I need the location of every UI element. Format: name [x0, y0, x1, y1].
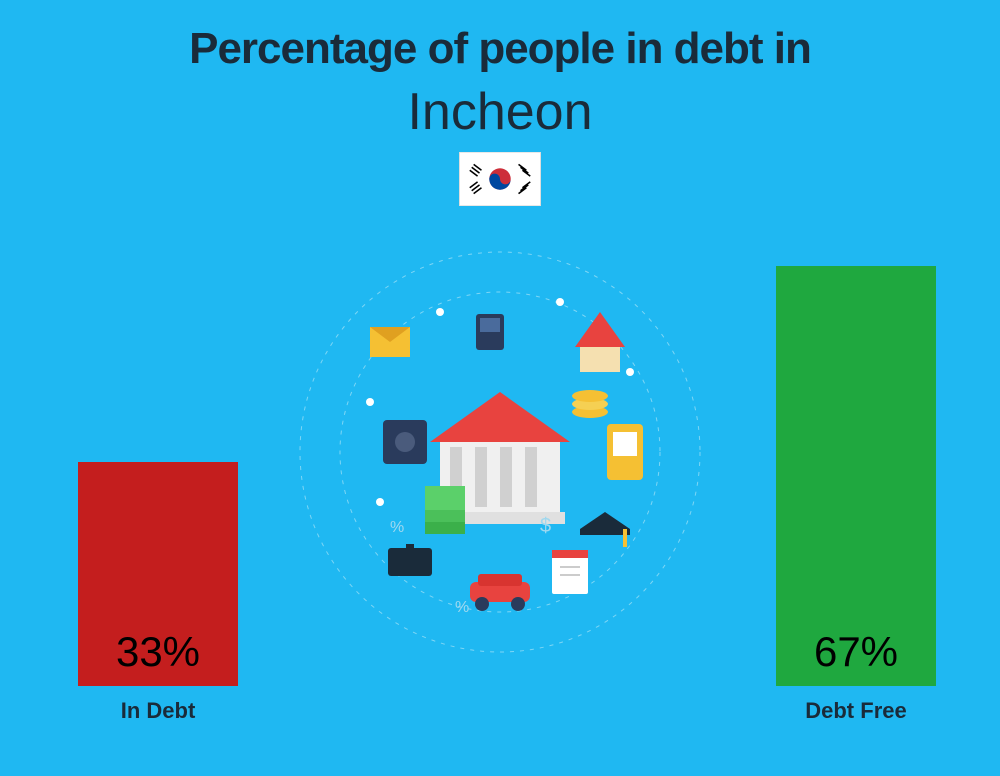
bar-in-debt-value: 33%: [116, 628, 200, 686]
bar-in-debt-label: In Debt: [78, 698, 238, 724]
bar-debt-free-value: 67%: [814, 628, 898, 686]
infographic-title: Percentage of people in debt in: [0, 24, 1000, 74]
infographic-subtitle: Incheon: [0, 82, 1000, 142]
finance-illustration-icon: % % $: [290, 242, 710, 662]
svg-text:%: %: [455, 599, 469, 616]
bar-debt-free-label: Debt Free: [776, 698, 936, 724]
bar-debt-free: 67%: [776, 266, 936, 686]
bar-in-debt: 33%: [78, 462, 238, 686]
korea-flag-icon: [459, 152, 541, 206]
svg-text:%: %: [390, 519, 404, 536]
svg-text:$: $: [540, 515, 551, 537]
